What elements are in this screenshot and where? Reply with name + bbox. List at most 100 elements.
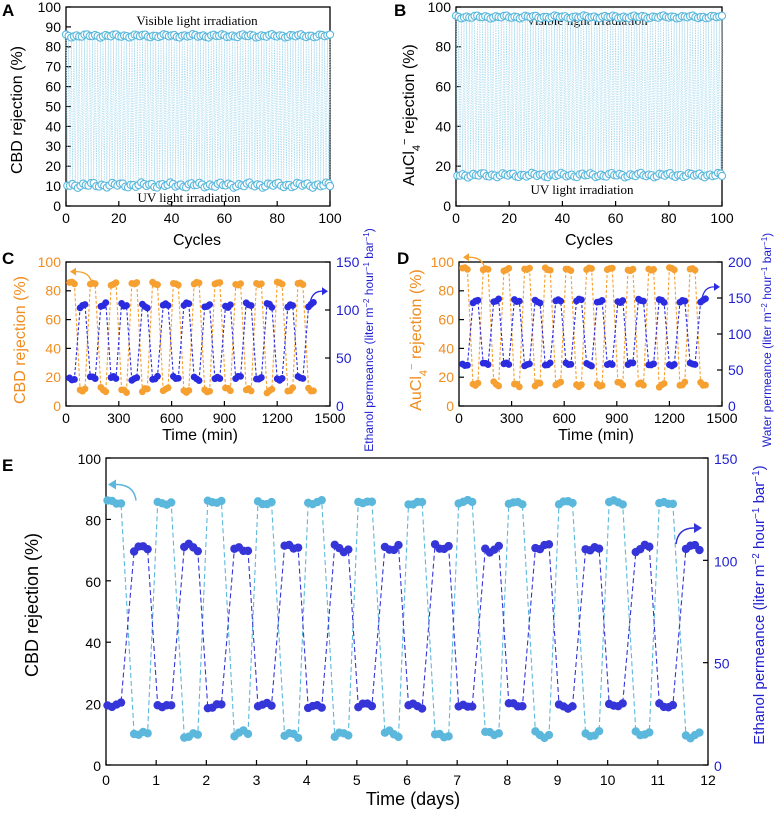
panel-b-visible-point <box>717 11 727 20</box>
panel-e-ytick-label: 20 <box>85 697 101 713</box>
panel-e-xtick-label: 10 <box>600 772 616 788</box>
panel-e-permeance-point <box>468 702 477 711</box>
panel-c-rejection-line <box>69 281 314 395</box>
panel-c-rejection-point <box>195 279 203 287</box>
panel-e-permeance-line <box>107 543 700 710</box>
panel-b-uv-point <box>717 171 727 181</box>
panel-c-rejection-point <box>257 280 265 288</box>
panel-a-ytick-label: 70 <box>45 59 61 75</box>
panel-e-xtick-label: 2 <box>202 772 210 788</box>
panel-d-permeance-point <box>619 297 627 304</box>
panel-d-rejection-point <box>629 265 637 273</box>
panel-d-rejection-point <box>702 381 709 389</box>
panel-d-permeance-point <box>546 359 554 367</box>
panel-c-ylabel: CBD rejection (%) <box>12 276 29 404</box>
panel-d-permeance-line <box>462 297 706 367</box>
panel-e-xtick-label: 6 <box>403 772 411 788</box>
panel-c-permeance-point <box>71 376 78 383</box>
panel-c-permeance-point <box>81 301 89 308</box>
panel-c-rejection-point <box>310 387 317 395</box>
panel-e-permeance-point <box>317 703 326 712</box>
panel-d-xtick-label: 600 <box>553 410 577 426</box>
panel-c-rejection-point <box>154 281 161 289</box>
panel-e-ylabel: CBD rejection (%) <box>22 533 42 677</box>
panel-d-right-axis-arrow <box>701 286 715 299</box>
panel-c-frame <box>65 261 331 407</box>
panel-b-xtick-label: 100 <box>710 210 734 226</box>
panel-e-permeance-point <box>668 700 678 710</box>
panel-c-rejection-point <box>206 387 214 395</box>
panel-c-rejection-point <box>174 281 182 289</box>
panel-c-ylabel-right: Ethanol permeance (liter m−2 hour−1 bar−… <box>362 228 377 452</box>
panel-e-rejection-point <box>618 500 627 509</box>
panel-b-ytick-label: 40 <box>435 118 451 134</box>
panel-a-ylabel: CBD rejection (%) <box>9 46 26 174</box>
panel-d-ytick-label: 100 <box>431 254 455 270</box>
panel-e-xlabel: Time (days) <box>366 789 460 809</box>
panel-d-rejection-point <box>598 382 606 389</box>
panel-c-ytick-label: 0 <box>53 398 61 414</box>
panel-e-ytick-label: 0 <box>93 758 101 774</box>
panel-c-permeance-point <box>133 374 141 382</box>
panel-d-rejection-point <box>536 379 544 387</box>
panel-e-permeance-point <box>143 544 152 554</box>
panel-d-ytick-label: 40 <box>438 340 454 356</box>
panel-c-rejection-point <box>268 385 276 393</box>
panel-d-permeance-point <box>526 360 533 368</box>
panel-c-permeance-point <box>91 375 99 382</box>
panel-e-rejection-point <box>116 499 126 508</box>
panel-c-xtick-label: 0 <box>62 410 70 426</box>
panel-label-e: E <box>2 456 13 475</box>
panel-d-permeance-point <box>464 361 471 369</box>
panel-d-xlabel: Time (min) <box>558 427 634 444</box>
panel-e-xtick-label: 12 <box>700 772 716 788</box>
panel-d-xtick-label: 1200 <box>654 410 685 426</box>
panel-c-rejection-point <box>164 384 172 392</box>
panel-a-ytick-label: 50 <box>45 98 61 114</box>
panel-e-rejection-point <box>394 732 403 742</box>
panel-e-xtick-label: 1 <box>152 772 160 788</box>
panel-e-left-axis-arrowhead <box>108 479 116 490</box>
panel-e-ytick-right-label: 100 <box>714 553 738 569</box>
panel-d-permeance-point <box>598 297 606 304</box>
panel-e-xtick-label: 0 <box>102 772 110 788</box>
panel-c-permeance-line <box>69 301 314 382</box>
panel-e-permeance-point <box>193 546 203 556</box>
panel-label-d: D <box>397 249 409 268</box>
panel-c-xlabel: Time (min) <box>162 427 238 444</box>
panel-e-permeance-point <box>594 544 604 553</box>
panel-a-visible-annotation: Visible light irradiation <box>136 13 258 28</box>
panel-b-ylabel: AuCl4− rejection (%) <box>399 44 423 186</box>
panel-e-permeance-point <box>217 700 226 709</box>
panel-c-permeance-point <box>185 300 193 308</box>
panel-c-right-axis-arrowhead <box>322 287 328 296</box>
panel-e-ytick-label: 80 <box>85 512 101 528</box>
panel-c-ytick-label: 100 <box>38 254 62 270</box>
panel-d-permeance-point <box>702 295 709 303</box>
panel-b-xlabel: Cycles <box>565 232 613 249</box>
panel-e-rejection-point <box>143 729 152 738</box>
panel-c-permeance-point <box>174 374 182 382</box>
panel-e-permeance-point <box>367 701 377 711</box>
panel-b: B AuCl4− rejection (%) Cycles Visible li… <box>394 0 734 249</box>
panel-a-xtick-label: 80 <box>269 210 285 226</box>
panel-a-xtick-label: 40 <box>164 210 180 226</box>
panel-c-rejection-point <box>299 281 307 288</box>
panel-e-xtick-label: 3 <box>253 772 261 788</box>
panel-e-permeance-point <box>695 545 704 555</box>
panel-e-rejection-line <box>107 499 700 739</box>
panel-d-rejection-point <box>577 381 585 389</box>
panel-a-uv-point <box>325 181 335 191</box>
panel-c-xtick-label: 1500 <box>314 410 345 426</box>
panel-e-permeance-point <box>618 699 627 708</box>
panel-a-ytick-label: 40 <box>45 118 61 134</box>
panel-e-rejection-point <box>267 497 276 507</box>
panel-e-left-axis-arrow <box>115 483 137 501</box>
panel-b-xtick-label: 60 <box>608 210 624 226</box>
panel-d-ytick-label: 80 <box>438 283 454 299</box>
panel-a-connector <box>65 34 331 188</box>
panel-d-permeance-point <box>484 361 492 368</box>
panel-e-rejection-point <box>344 731 353 740</box>
panel-d-ytick-right-label: 50 <box>728 362 744 378</box>
